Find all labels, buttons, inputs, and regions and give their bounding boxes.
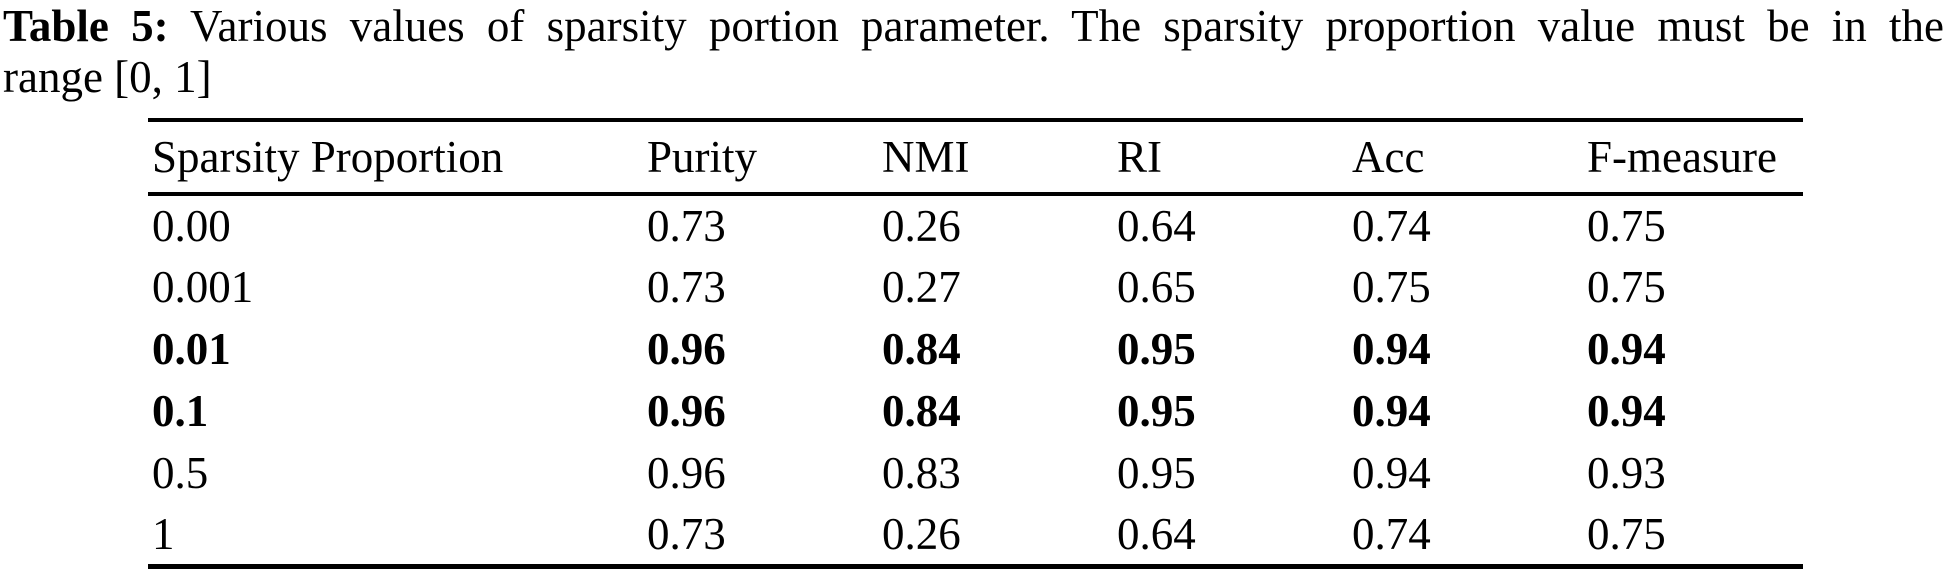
table-cell: 1 [152, 508, 175, 559]
results-table: Sparsity Proportion Purity NMI RI Acc F-measu… [148, 118, 1803, 569]
table-cell: 0.94 [1587, 324, 1666, 374]
table-cell: 0.01 [152, 324, 231, 374]
table-cell: 0.27 [882, 262, 961, 312]
table-cell: 0.75 [1352, 262, 1431, 312]
table-cell: 0.73 [647, 508, 726, 559]
column-header-ri: RI [1117, 120, 1352, 196]
table-cell: 0.94 [1352, 386, 1431, 436]
table-cell: 0.84 [882, 386, 961, 436]
table-cell: 0.94 [1352, 324, 1431, 374]
table-cell: 0.001 [152, 262, 254, 312]
column-header-nmi: NMI [882, 120, 1117, 196]
table-cell: 0.64 [1117, 201, 1196, 251]
table-cell: 0.94 [1587, 386, 1666, 436]
table-row: 0.01 0.96 0.84 0.95 0.94 0.94 [148, 318, 1803, 380]
table-cell: 0.96 [647, 448, 726, 498]
caption-line-2: range [0, 1] [3, 52, 212, 102]
header-row: Sparsity Proportion Purity NMI RI Acc F-measu… [148, 120, 1803, 196]
table-row: 0.001 0.73 0.27 0.65 0.75 0.75 [148, 256, 1803, 318]
table-body: 0.00 0.73 0.26 0.64 0.74 0.75 0.001 0.73 0.27 0.6… [148, 194, 1803, 566]
table-cell: 0.84 [882, 324, 961, 374]
table-cell: 0.95 [1117, 324, 1196, 374]
table-row: 0.1 0.96 0.84 0.95 0.94 0.94 [148, 380, 1803, 442]
table-cell: 0.75 [1587, 201, 1666, 251]
table-cell: 0.65 [1117, 262, 1196, 312]
column-header-acc: Acc [1352, 120, 1587, 196]
table-header: Sparsity Proportion Purity NMI RI Acc F-measu… [148, 120, 1803, 196]
table-cell: 0.93 [1587, 448, 1666, 498]
table-cell: 0.96 [647, 324, 726, 374]
column-header-sparsity-proportion: Sparsity Proportion [148, 120, 647, 196]
table-cell: 0.96 [647, 386, 726, 436]
table-cell: 0.64 [1117, 508, 1196, 559]
column-header-f-measure: F-measure [1587, 120, 1803, 196]
table-cell: 0.94 [1352, 448, 1431, 498]
table-cell: 0.74 [1352, 508, 1431, 559]
caption-line-1: Table 5: Various values of sparsity port… [3, 1, 1944, 52]
table-caption: Table 5: Various values of sparsity port… [3, 1, 1944, 103]
table-cell: 0.75 [1587, 262, 1666, 312]
table-cell: 0.26 [882, 508, 961, 559]
table-cell: 0.73 [647, 262, 726, 312]
table-row: 1 0.73 0.26 0.64 0.74 0.75 [148, 504, 1803, 566]
caption-table-number: Table 5: [3, 1, 169, 51]
table-row: 0.00 0.73 0.26 0.64 0.74 0.75 [148, 194, 1803, 256]
table-cell: 0.73 [647, 201, 726, 251]
column-header-purity: Purity [647, 120, 882, 196]
table-cell: 0.74 [1352, 201, 1431, 251]
table-cell: 0.1 [152, 386, 209, 436]
table-cell: 0.95 [1117, 386, 1196, 436]
table-cell: 0.83 [882, 448, 961, 498]
caption-text: Various values of sparsity portion param… [168, 1, 1945, 51]
table-cell: 0.5 [152, 448, 209, 498]
table-cell: 0.75 [1587, 508, 1666, 559]
table-row: 0.5 0.96 0.83 0.95 0.94 0.93 [148, 442, 1803, 504]
table-cell: 0.00 [152, 201, 231, 251]
table-cell: 0.95 [1117, 448, 1196, 498]
table-cell: 0.26 [882, 201, 961, 251]
